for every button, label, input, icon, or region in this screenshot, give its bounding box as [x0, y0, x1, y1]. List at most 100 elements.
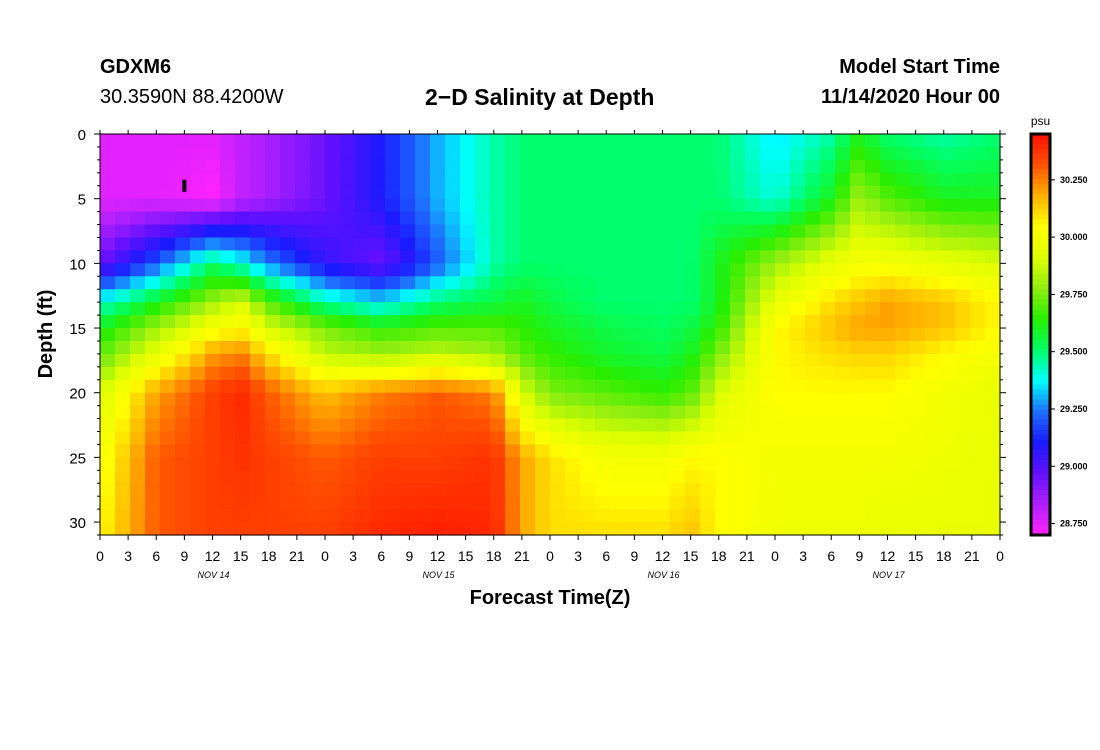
heatmap-cell: [115, 315, 131, 329]
heatmap-cell: [820, 250, 836, 264]
heatmap-cell: [115, 379, 131, 394]
heatmap-cell: [760, 431, 776, 446]
heatmap-cell: [835, 185, 851, 200]
heatmap-cell: [550, 392, 566, 407]
heatmap-cell: [640, 289, 656, 303]
colorbar-segment: [1031, 344, 1050, 351]
heatmap-cell: [640, 250, 656, 264]
heatmap-cell: [985, 198, 1001, 213]
heatmap-cell: [190, 444, 206, 458]
heatmap-cell: [535, 263, 551, 277]
heatmap-cell: [715, 522, 731, 536]
heatmap-cell: [415, 522, 431, 536]
heatmap-cell: [910, 496, 926, 510]
heatmap-cell: [760, 224, 776, 239]
heatmap-cell: [100, 509, 116, 523]
heatmap-cell: [385, 483, 401, 497]
heatmap-cell: [640, 172, 656, 187]
heatmap-cell: [760, 379, 776, 394]
heatmap-cell: [460, 276, 476, 290]
colorbar-segment: [1031, 319, 1050, 326]
heatmap-cell: [925, 211, 941, 226]
heatmap-cell: [610, 457, 626, 471]
heatmap-cell: [100, 224, 116, 239]
station-id: GDXM6: [100, 56, 172, 78]
heatmap-cell: [160, 340, 176, 355]
heatmap-cell: [610, 444, 626, 458]
heatmap-cell: [535, 418, 551, 433]
heatmap-cell: [175, 483, 191, 497]
heatmap-cell: [985, 418, 1001, 433]
heatmap-cell: [115, 198, 131, 213]
heatmap-cell: [145, 250, 161, 264]
heatmap-cell: [490, 185, 506, 200]
heatmap-cell: [910, 159, 926, 174]
heatmap-cell: [940, 134, 956, 148]
heatmap-cell: [985, 457, 1001, 471]
heatmap-cell: [820, 379, 836, 394]
heatmap-cell: [370, 496, 386, 510]
heatmap-cell: [610, 379, 626, 394]
heatmap-cell: [535, 509, 551, 523]
heatmap-cell: [235, 483, 251, 497]
heatmap-cell: [910, 418, 926, 433]
heatmap-cell: [130, 418, 146, 433]
colorbar-segment: [1031, 149, 1050, 155]
heatmap-cell: [625, 457, 641, 471]
heatmap-cell: [250, 172, 266, 187]
heatmap-cell: [940, 263, 956, 277]
heatmap-cell: [805, 366, 821, 381]
heatmap-cell: [520, 302, 536, 316]
heatmap-cell: [640, 134, 656, 148]
heatmap-cell: [220, 302, 236, 316]
heatmap-cell: [490, 366, 506, 381]
heatmap-cell: [940, 328, 956, 342]
heatmap-cell: [370, 418, 386, 433]
heatmap-cell: [715, 263, 731, 277]
heatmap-cell: [280, 134, 296, 148]
heatmap-cell: [310, 146, 326, 161]
heatmap-cell: [730, 392, 746, 407]
heatmap-cell: [970, 496, 986, 510]
heatmap-cell: [955, 185, 971, 200]
heatmap-cell: [280, 340, 296, 355]
heatmap-cell: [760, 353, 776, 368]
heatmap-cell: [580, 379, 596, 394]
heatmap-cell: [205, 185, 221, 200]
heatmap-cell: [835, 366, 851, 381]
heatmap-cell: [265, 159, 281, 174]
heatmap-cell: [775, 470, 791, 484]
heatmap-cell: [865, 315, 881, 329]
heatmap-cell: [115, 134, 131, 148]
heatmap-cell: [220, 146, 236, 161]
x-tick-label: 15: [233, 548, 249, 564]
heatmap-cell: [175, 211, 191, 226]
heatmap-cell: [160, 146, 176, 161]
heatmap-cell: [655, 470, 671, 484]
heatmap-cell: [700, 276, 716, 290]
heatmap-cell: [550, 379, 566, 394]
heatmap-cell: [160, 379, 176, 394]
heatmap-cell: [505, 134, 521, 148]
heatmap-cell: [565, 328, 581, 342]
heatmap-cell: [940, 340, 956, 355]
heatmap-cell: [835, 198, 851, 213]
heatmap-cell: [610, 134, 626, 148]
heatmap-cell: [760, 134, 776, 148]
heatmap-cell: [325, 405, 341, 420]
heatmap-cell: [865, 146, 881, 161]
heatmap-cell: [745, 159, 761, 174]
heatmap-cell: [970, 172, 986, 187]
heatmap-cell: [415, 509, 431, 523]
y-tick-label: 5: [78, 192, 86, 209]
heatmap-cell: [385, 496, 401, 510]
heatmap-cell: [400, 522, 416, 536]
heatmap-cell: [190, 237, 206, 252]
heatmap-cell: [430, 405, 446, 420]
heatmap-cell: [655, 457, 671, 471]
heatmap-cell: [415, 237, 431, 252]
heatmap-cell: [130, 328, 146, 342]
heatmap-cell: [565, 392, 581, 407]
heatmap-cell: [340, 509, 356, 523]
heatmap-cell: [745, 509, 761, 523]
